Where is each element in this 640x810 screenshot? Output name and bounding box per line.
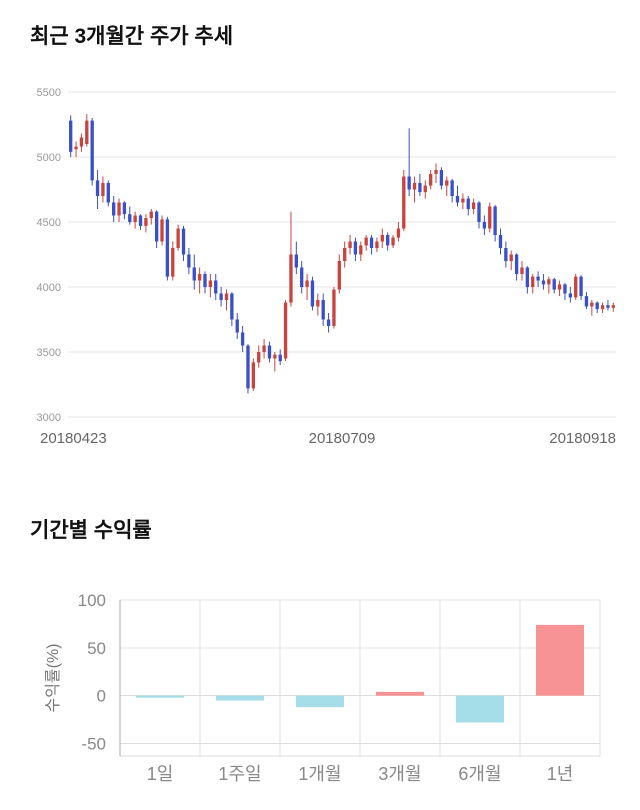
- svg-text:1년: 1년: [547, 764, 574, 784]
- svg-text:6개월: 6개월: [458, 764, 501, 784]
- svg-text:1개월: 1개월: [298, 764, 341, 784]
- svg-text:수익률(%): 수익률(%): [44, 643, 62, 712]
- returns-title: 기간별 수익률: [30, 519, 152, 542]
- svg-text:20180709: 20180709: [309, 430, 376, 447]
- returns-bar-chart: 100 50 0 -50 1일 1주일 1개월 3개월 6개월 1년 수익률(%): [44, 591, 601, 784]
- svg-text:4000: 4000: [37, 282, 61, 294]
- svg-text:4500: 4500: [37, 217, 61, 229]
- svg-text:20180423: 20180423: [40, 430, 107, 447]
- svg-text:50: 50: [87, 639, 106, 658]
- svg-text:-50: -50: [81, 735, 106, 754]
- svg-text:3500: 3500: [37, 347, 61, 359]
- price-trend-title: 최근 3개월간 주가 추세: [30, 25, 234, 48]
- svg-text:100: 100: [78, 591, 106, 610]
- svg-text:0: 0: [97, 687, 106, 706]
- svg-text:5000: 5000: [37, 152, 61, 164]
- svg-text:1주일: 1주일: [218, 764, 261, 784]
- svg-text:3000: 3000: [37, 412, 61, 424]
- svg-text:20180918: 20180918: [549, 430, 616, 447]
- price-candlestick-chart: 5500 5000 4500 4000 3500 3000 20180423 20180709…: [37, 87, 616, 447]
- svg-text:3개월: 3개월: [378, 764, 421, 784]
- svg-text:5500: 5500: [37, 87, 61, 99]
- svg-text:1일: 1일: [147, 764, 174, 784]
